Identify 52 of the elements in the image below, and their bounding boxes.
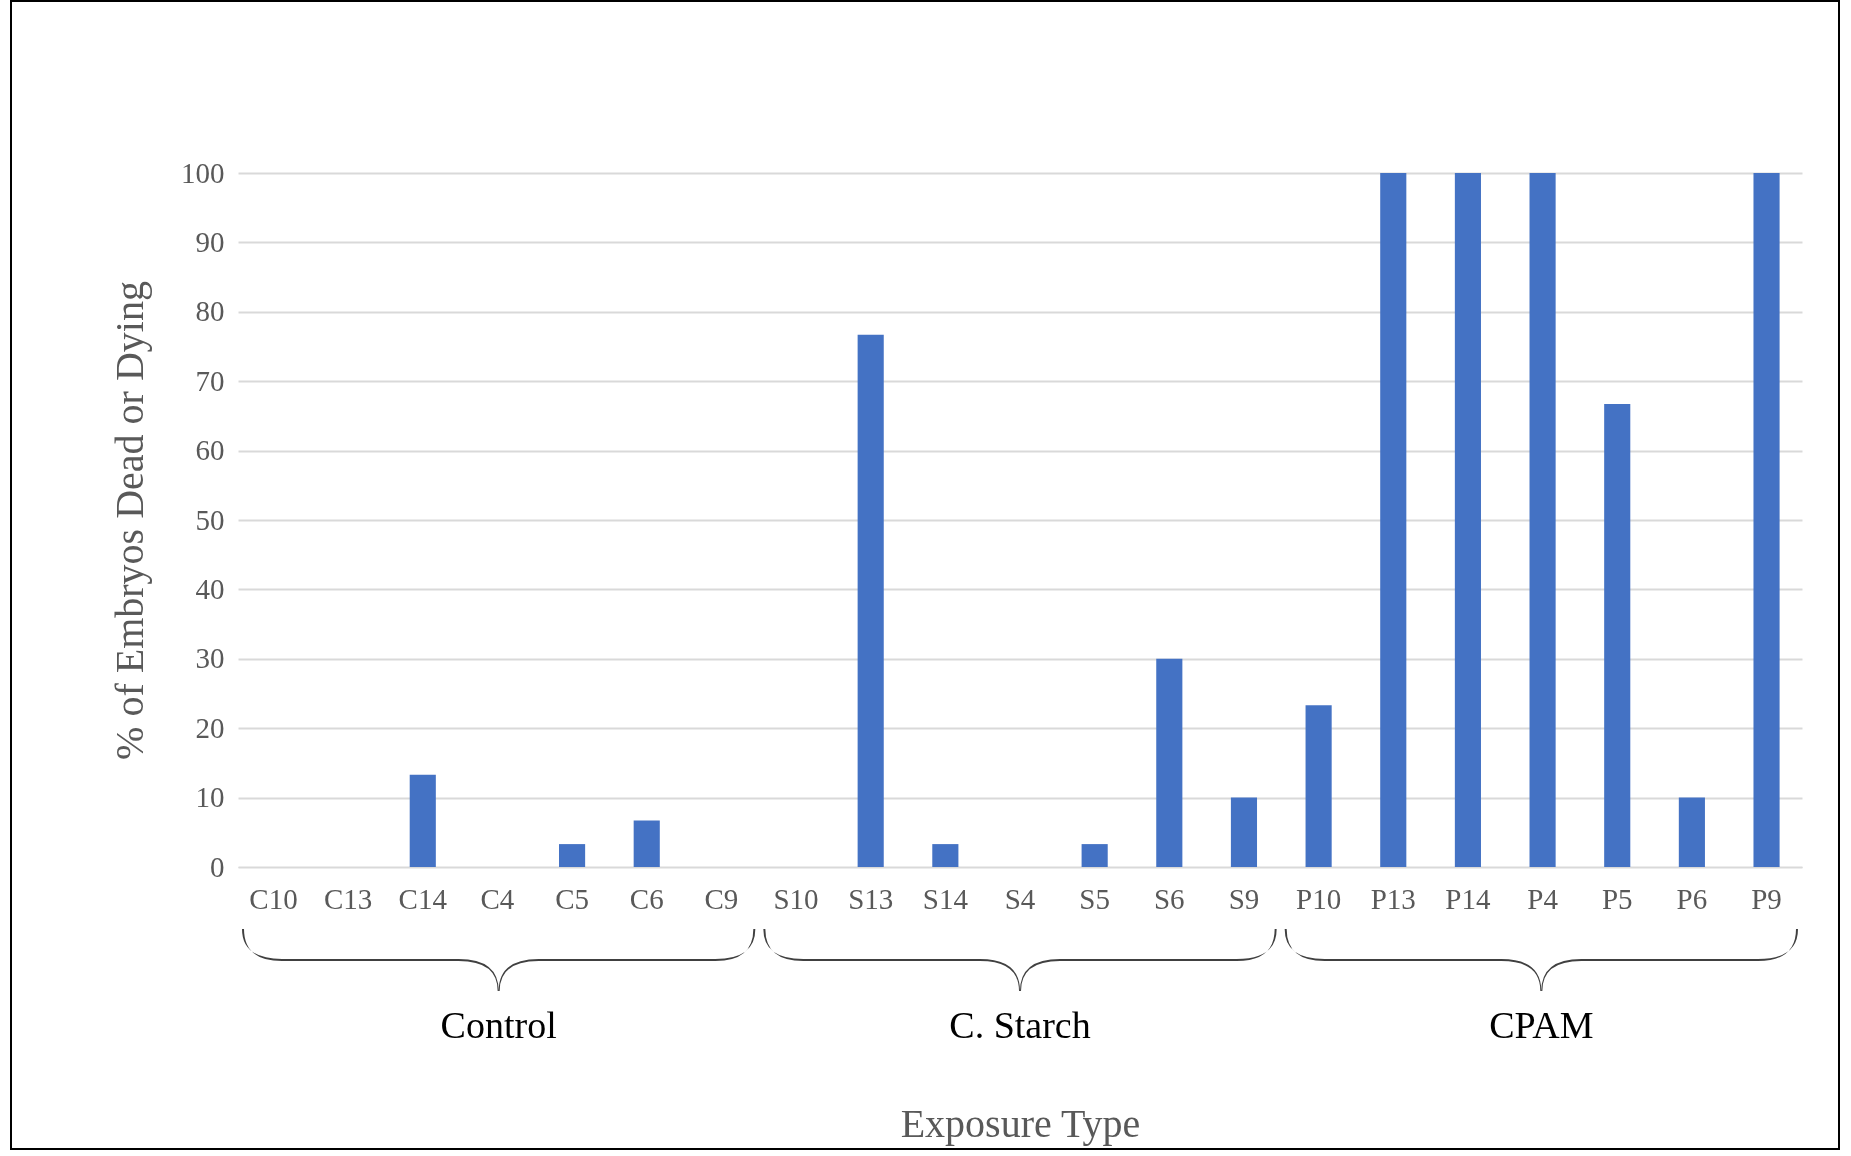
y-tick-label: 40: [195, 572, 225, 605]
x-tick-label: P14: [1445, 882, 1491, 915]
y-tick-label: 90: [195, 225, 225, 258]
x-tick-label: C5: [555, 882, 589, 915]
x-tick-label: S5: [1079, 882, 1110, 915]
bar: [1305, 705, 1332, 867]
x-tick-label: C10: [249, 882, 298, 915]
bar: [633, 820, 660, 867]
x-tick-label: P4: [1527, 882, 1559, 915]
x-tick-label: C13: [323, 882, 373, 915]
x-axis-title: Exposure Type: [900, 1100, 1141, 1146]
bar: [1604, 404, 1631, 867]
x-tick-label: P13: [1370, 882, 1416, 915]
y-tick-label: 70: [195, 364, 225, 397]
x-tick-label: S13: [848, 882, 894, 915]
x-tick-label: P10: [1296, 882, 1342, 915]
x-tick-label: S14: [922, 882, 969, 915]
bar: [1529, 173, 1556, 867]
bar: [1156, 658, 1183, 867]
bar: [559, 844, 586, 867]
x-tick-label: C4: [480, 882, 515, 915]
bar: [1454, 173, 1481, 867]
y-tick-label: 100: [181, 156, 225, 189]
y-axis-title: % of Embryos Dead or Dying: [107, 281, 152, 760]
x-tick-label: C9: [704, 882, 739, 915]
y-tick-label: 20: [195, 711, 225, 744]
bar: [1678, 797, 1705, 867]
y-tick-label: 0: [210, 850, 225, 883]
x-tick-label: S10: [773, 882, 819, 915]
x-tick-label: S6: [1153, 882, 1185, 915]
bar: [1230, 797, 1258, 867]
bar: [409, 774, 436, 867]
y-tick-label: 10: [195, 781, 225, 814]
bar: [932, 844, 959, 867]
bar: [1081, 844, 1108, 867]
x-tick-label: S4: [1004, 882, 1036, 915]
y-tick-label: 80: [195, 295, 225, 328]
y-tick-label: 30: [195, 642, 225, 675]
y-tick-label: 50: [195, 503, 225, 536]
text: C. Starch: [949, 1004, 1091, 1046]
x-tick-label: C14: [398, 882, 448, 915]
x-tick-label: P9: [1751, 882, 1782, 915]
bar: [1380, 173, 1407, 867]
y-tick-label: 60: [195, 434, 225, 467]
bar: [1753, 173, 1780, 867]
bar: [857, 334, 884, 867]
text: CPAM: [1489, 1004, 1594, 1046]
x-tick-label: P6: [1676, 882, 1708, 915]
text: Control: [440, 1004, 557, 1046]
x-tick-label: P5: [1601, 882, 1633, 915]
x-tick-label: C6: [629, 882, 664, 915]
x-tick-label: S9: [1228, 882, 1260, 915]
